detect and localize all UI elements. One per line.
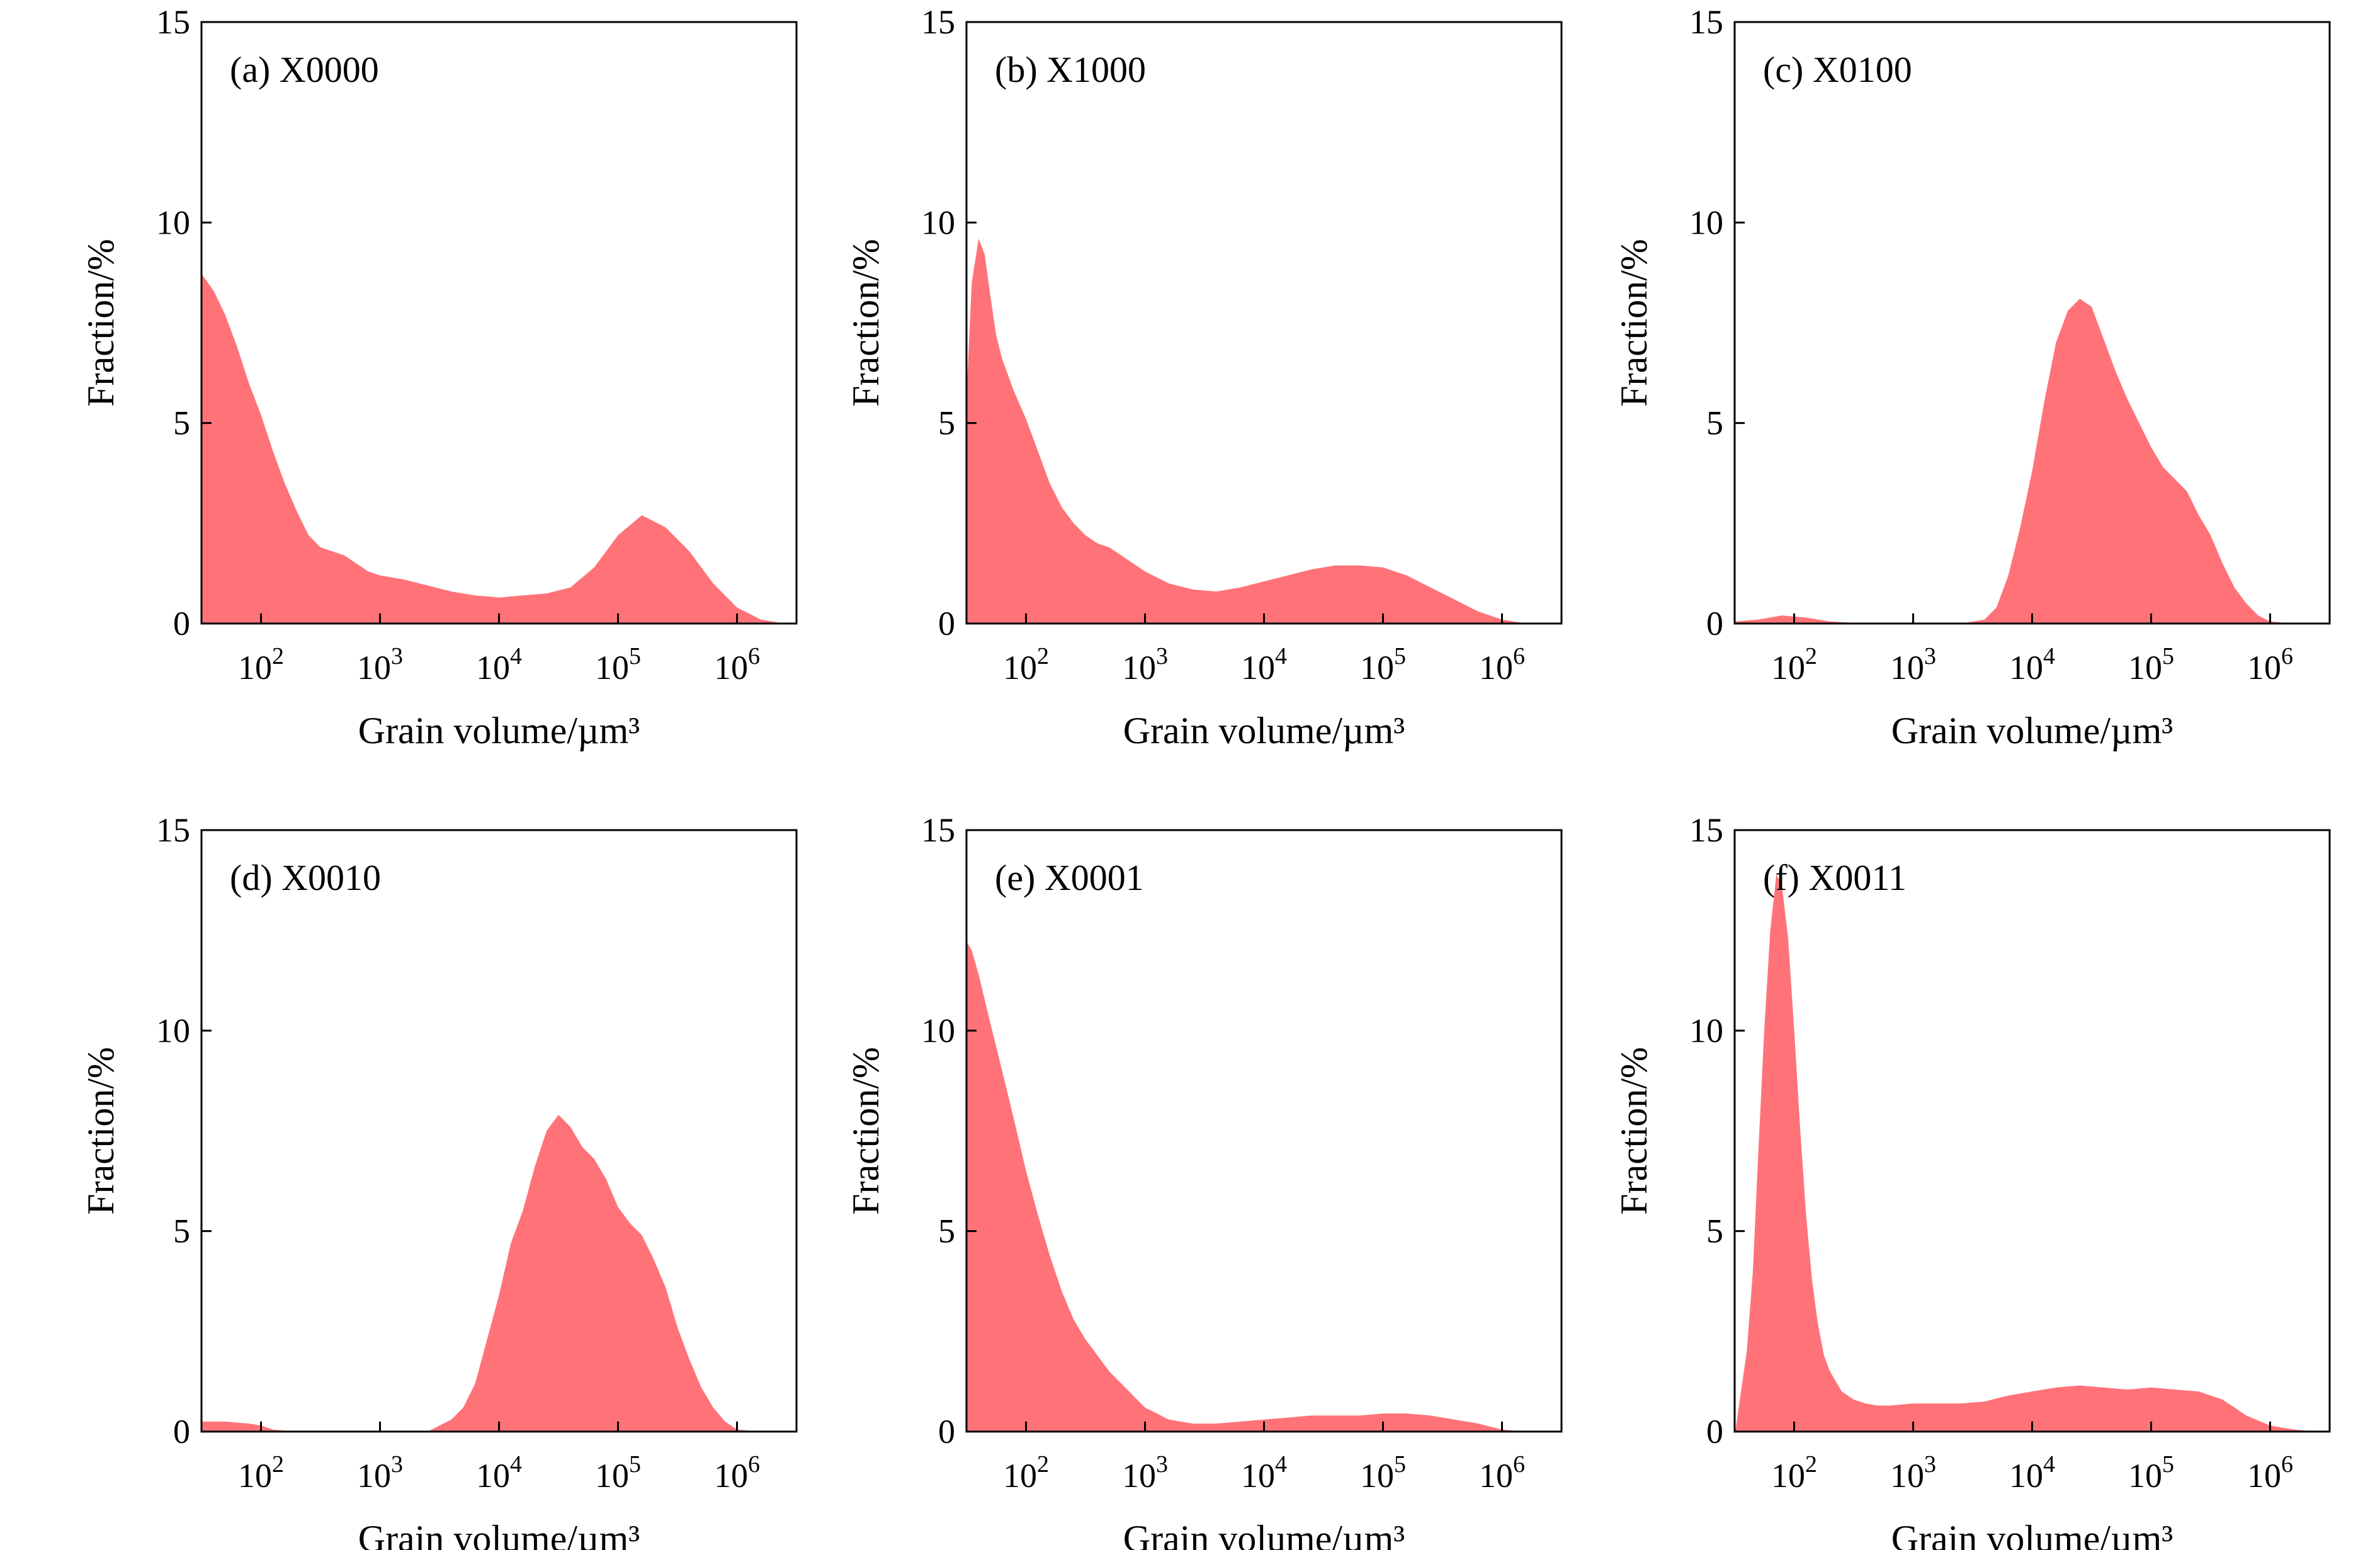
y-tick-label: 10 xyxy=(921,1011,955,1049)
y-tick-label: 0 xyxy=(1706,1413,1723,1450)
x-tick-label: 105 xyxy=(595,643,641,687)
x-tick-label: 104 xyxy=(476,1451,522,1495)
y-tick-label: 10 xyxy=(921,203,955,241)
x-tick-label: 106 xyxy=(2247,643,2293,687)
x-tick-label: 103 xyxy=(1122,1451,1168,1495)
y-tick-label: 15 xyxy=(921,811,955,849)
x-tick-label: 102 xyxy=(238,643,284,687)
x-tick-label: 105 xyxy=(595,1451,641,1495)
chart-panel-2: 0 5 10 15 102 103 104 105 106 Grain volume/µm³ Fra… xyxy=(1613,3,2331,751)
y-axis-title: Fraction/% xyxy=(1613,1047,1655,1215)
y-tick-label: 5 xyxy=(1706,1212,1723,1250)
x-tick-label: 105 xyxy=(2128,1451,2174,1495)
chart-panel-5: 0 5 10 15 102 103 104 105 106 Grain volume/µm³ Fra… xyxy=(1613,811,2331,1550)
y-axis-title: Fraction/% xyxy=(1613,239,1655,407)
y-tick-label: 5 xyxy=(938,1212,955,1250)
y-axis-title: Fraction/% xyxy=(845,1047,887,1215)
y-tick-label: 0 xyxy=(938,605,955,642)
x-tick-label: 102 xyxy=(1003,1451,1049,1495)
y-axis-title: Fraction/% xyxy=(80,239,122,407)
x-tick-label: 102 xyxy=(1003,643,1049,687)
area-series xyxy=(1735,299,2294,624)
y-tick-label: 5 xyxy=(938,404,955,442)
y-tick-label: 5 xyxy=(173,404,190,442)
plot-frame xyxy=(1733,829,2331,1433)
x-tick-label: 103 xyxy=(1890,643,1936,687)
x-axis-title: Grain volume/µm³ xyxy=(1891,1518,2173,1550)
area-series xyxy=(202,1115,761,1432)
x-axis-title: Grain volume/µm³ xyxy=(358,710,640,751)
x-axis-title: Grain volume/µm³ xyxy=(358,1518,640,1550)
y-tick-label: 10 xyxy=(1689,1011,1723,1049)
y-tick-label: 5 xyxy=(173,1212,190,1250)
x-tick-label: 105 xyxy=(2128,643,2174,687)
y-tick-label: 0 xyxy=(173,605,190,642)
x-tick-label: 104 xyxy=(1241,643,1287,687)
x-tick-label: 106 xyxy=(714,643,760,687)
y-tick-label: 10 xyxy=(156,203,190,241)
panel-label: (b) X1000 xyxy=(995,49,1146,90)
y-tick-label: 0 xyxy=(938,1413,955,1450)
x-axis-title: Grain volume/µm³ xyxy=(1123,1518,1405,1550)
y-tick-label: 15 xyxy=(1689,811,1723,849)
y-tick-label: 0 xyxy=(1706,605,1723,642)
y-tick-label: 10 xyxy=(156,1011,190,1049)
y-axis-title: Fraction/% xyxy=(80,1047,122,1215)
x-tick-label: 104 xyxy=(2009,1451,2055,1495)
x-tick-label: 102 xyxy=(1771,1451,1817,1495)
y-tick-label: 15 xyxy=(1689,3,1723,41)
y-tick-label: 5 xyxy=(1706,404,1723,442)
x-tick-label: 104 xyxy=(2009,643,2055,687)
x-tick-label: 106 xyxy=(714,1451,760,1495)
x-tick-label: 103 xyxy=(357,643,403,687)
y-tick-label: 10 xyxy=(1689,203,1723,241)
panel-label: (f) X0011 xyxy=(1763,857,1907,898)
y-tick-label: 15 xyxy=(921,3,955,41)
x-tick-label: 104 xyxy=(476,643,522,687)
panel-label: (c) X0100 xyxy=(1763,49,1912,90)
y-axis-title: Fraction/% xyxy=(845,239,887,407)
x-axis-title: Grain volume/µm³ xyxy=(1891,710,2173,751)
x-tick-label: 103 xyxy=(1890,1451,1936,1495)
x-tick-label: 106 xyxy=(2247,1451,2293,1495)
x-tick-label: 106 xyxy=(1479,1451,1525,1495)
chart-panel-1: 0 5 10 15 102 103 104 105 106 Grain volume/µm³ Fra… xyxy=(845,3,1563,751)
area-series xyxy=(967,238,1526,624)
panel-label: (e) X0001 xyxy=(995,857,1144,898)
x-axis-title: Grain volume/µm³ xyxy=(1123,710,1405,751)
chart-panel-3: 0 5 10 15 102 103 104 105 106 Grain volume/µm³ Fra… xyxy=(80,811,798,1550)
area-series xyxy=(1735,874,2318,1432)
chart-panel-4: 0 5 10 15 102 103 104 105 106 Grain volume/µm³ Fra… xyxy=(845,811,1563,1550)
area-series xyxy=(202,275,785,624)
x-tick-label: 104 xyxy=(1241,1451,1287,1495)
area-series xyxy=(967,942,1526,1432)
y-tick-label: 15 xyxy=(156,811,190,849)
chart-panel-0: 0 5 10 15 102 103 104 105 106 Grain volume/µm³ Fra… xyxy=(80,3,798,751)
x-tick-label: 105 xyxy=(1360,1451,1406,1495)
x-tick-label: 103 xyxy=(357,1451,403,1495)
x-tick-label: 102 xyxy=(1771,643,1817,687)
panel-label: (d) X0010 xyxy=(230,857,381,898)
x-tick-label: 105 xyxy=(1360,643,1406,687)
y-tick-label: 0 xyxy=(173,1413,190,1450)
panel-label: (a) X0000 xyxy=(230,49,379,90)
x-tick-label: 106 xyxy=(1479,643,1525,687)
x-tick-label: 102 xyxy=(238,1451,284,1495)
y-tick-label: 15 xyxy=(156,3,190,41)
x-tick-label: 103 xyxy=(1122,643,1168,687)
